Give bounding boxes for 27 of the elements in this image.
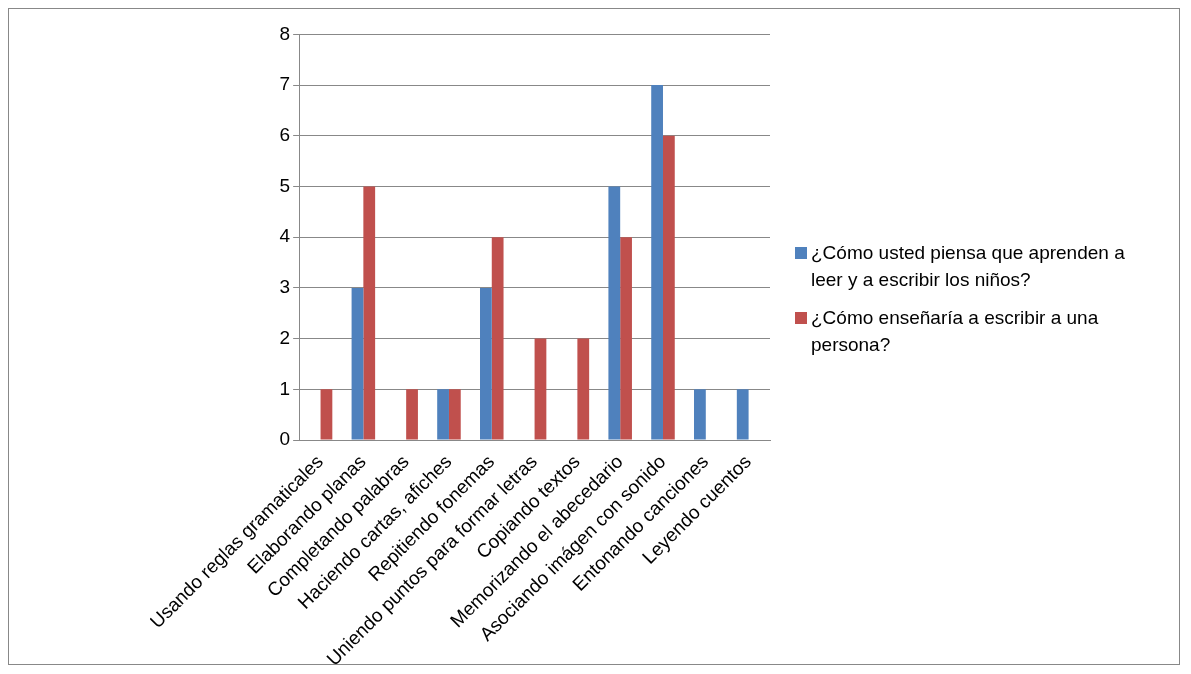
- bar: [736, 389, 749, 440]
- bar: [662, 135, 675, 440]
- bar: [608, 186, 621, 440]
- bar: [694, 389, 706, 440]
- y-tick-label: 8: [279, 22, 291, 44]
- bar: [406, 389, 418, 440]
- y-tick-label: 0: [279, 428, 291, 450]
- y-tick-label: 3: [279, 276, 291, 298]
- bar: [620, 237, 632, 440]
- bar: [363, 186, 376, 440]
- bar: [534, 338, 547, 440]
- y-tick-label: 7: [279, 73, 291, 95]
- legend-label: ¿Cómo enseñaría a escribir a una persona?: [811, 306, 1100, 357]
- bar: [480, 287, 492, 440]
- y-tick-label: 5: [279, 174, 291, 196]
- bar: [320, 389, 333, 440]
- legend-label: ¿Cómo usted piensa que aprenden a leer y a escribir los niños?: [811, 241, 1126, 292]
- bar: [437, 389, 449, 440]
- bar: [491, 237, 504, 440]
- bar: [651, 85, 663, 440]
- y-tick-label: 2: [279, 326, 291, 348]
- bar: [448, 389, 461, 440]
- bar: [577, 338, 590, 440]
- y-tick-label: 4: [279, 225, 291, 247]
- y-tick-label: 6: [279, 124, 291, 146]
- bar: [351, 287, 364, 440]
- y-tick-label: 1: [279, 377, 291, 399]
